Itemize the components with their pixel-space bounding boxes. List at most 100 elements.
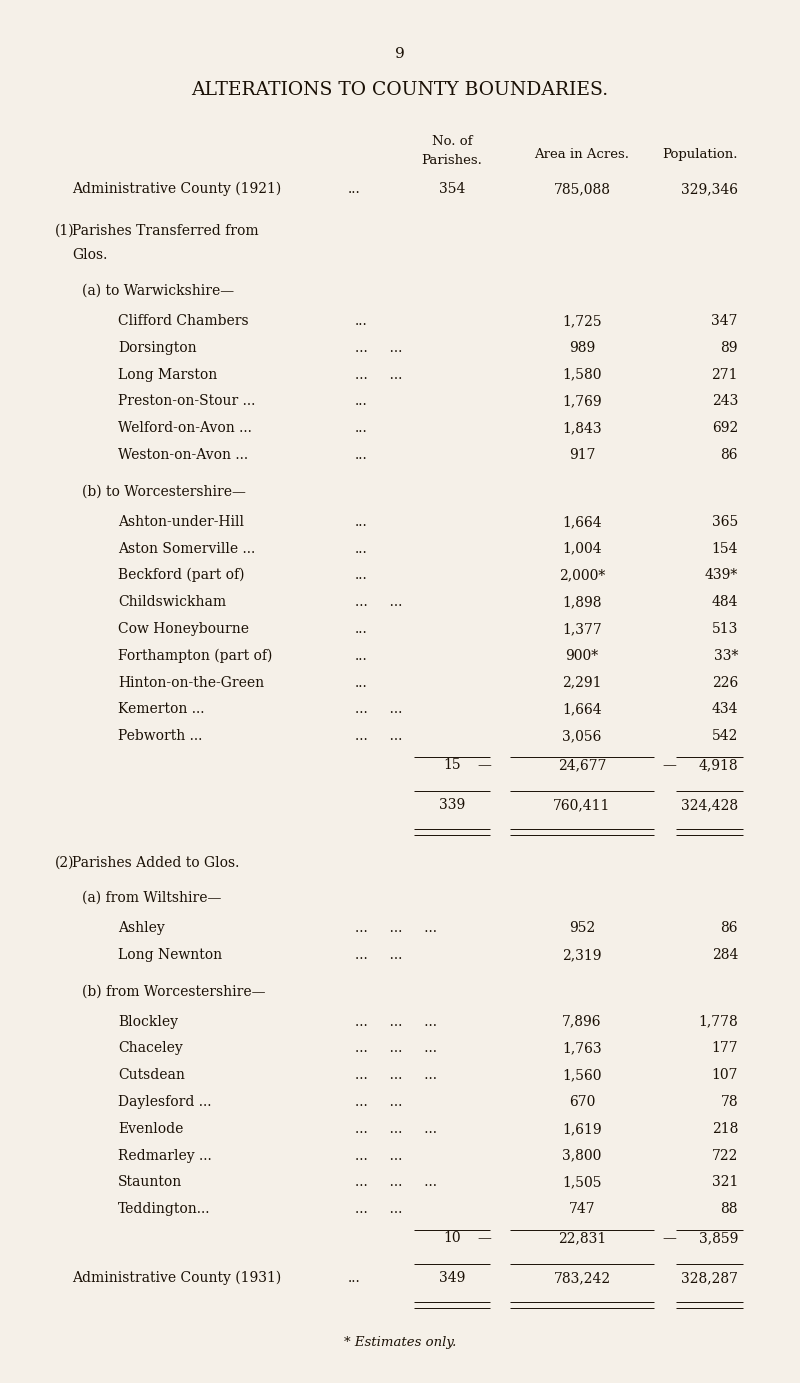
Text: Long Newnton: Long Newnton: [118, 947, 222, 961]
Text: —: —: [477, 1231, 491, 1245]
Text: * Estimates only.: * Estimates only.: [344, 1336, 456, 1348]
Text: 1,763: 1,763: [562, 1041, 602, 1055]
Text: Parishes Transferred from: Parishes Transferred from: [72, 224, 258, 238]
Text: 107: 107: [711, 1068, 738, 1083]
Text: ...     ...     ...: ... ... ...: [355, 921, 437, 935]
Text: Parishes.: Parishes.: [422, 154, 482, 167]
Text: 692: 692: [712, 422, 738, 436]
Text: ...     ...: ... ...: [355, 729, 402, 743]
Text: 328,287: 328,287: [681, 1271, 738, 1285]
Text: ...     ...     ...: ... ... ...: [355, 1041, 437, 1055]
Text: Chaceley: Chaceley: [118, 1041, 182, 1055]
Text: Evenlode: Evenlode: [118, 1122, 183, 1135]
Text: 1,004: 1,004: [562, 542, 602, 556]
Text: 484: 484: [711, 595, 738, 609]
Text: ...     ...     ...: ... ... ...: [355, 1015, 437, 1029]
Text: ...: ...: [355, 514, 368, 528]
Text: (a) from Wiltshire—: (a) from Wiltshire—: [82, 891, 222, 904]
Text: 1,778: 1,778: [698, 1015, 738, 1029]
Text: (a) to Warwickshire—: (a) to Warwickshire—: [82, 284, 234, 297]
Text: 78: 78: [720, 1095, 738, 1109]
Text: 670: 670: [569, 1095, 595, 1109]
Text: 900*: 900*: [566, 649, 598, 662]
Text: Welford-on-Avon ...: Welford-on-Avon ...: [118, 422, 252, 436]
Text: 349: 349: [439, 1271, 465, 1285]
Text: ...     ...: ... ...: [355, 1149, 402, 1163]
Text: 747: 747: [569, 1202, 595, 1216]
Text: 785,088: 785,088: [554, 183, 610, 196]
Text: (b) from Worcestershire—: (b) from Worcestershire—: [82, 985, 266, 999]
Text: ...: ...: [355, 542, 368, 556]
Text: 1,377: 1,377: [562, 622, 602, 636]
Text: 783,242: 783,242: [554, 1271, 610, 1285]
Text: 722: 722: [712, 1149, 738, 1163]
Text: 321: 321: [712, 1176, 738, 1189]
Text: Ashley: Ashley: [118, 921, 165, 935]
Text: 284: 284: [712, 947, 738, 961]
Text: Kemerton ...: Kemerton ...: [118, 703, 205, 716]
Text: Staunton: Staunton: [118, 1176, 182, 1189]
Text: 2,000*: 2,000*: [559, 568, 605, 582]
Text: Preston-on-Stour ...: Preston-on-Stour ...: [118, 394, 255, 408]
Text: 226: 226: [712, 676, 738, 690]
Text: 1,843: 1,843: [562, 422, 602, 436]
Text: 347: 347: [711, 314, 738, 328]
Text: 1,619: 1,619: [562, 1122, 602, 1135]
Text: Clifford Chambers: Clifford Chambers: [118, 314, 249, 328]
Text: 33*: 33*: [714, 649, 738, 662]
Text: 89: 89: [721, 340, 738, 355]
Text: 271: 271: [711, 368, 738, 382]
Text: 542: 542: [712, 729, 738, 743]
Text: Hinton-on-the-Green: Hinton-on-the-Green: [118, 676, 264, 690]
Text: 1,769: 1,769: [562, 394, 602, 408]
Text: 154: 154: [711, 542, 738, 556]
Text: 10: 10: [443, 1231, 461, 1245]
Text: 365: 365: [712, 514, 738, 528]
Text: 1,898: 1,898: [562, 595, 602, 609]
Text: 177: 177: [711, 1041, 738, 1055]
Text: ...     ...: ... ...: [355, 595, 402, 609]
Text: Beckford (part of): Beckford (part of): [118, 568, 245, 582]
Text: Redmarley ...: Redmarley ...: [118, 1149, 212, 1163]
Text: 1,505: 1,505: [562, 1176, 602, 1189]
Text: 243: 243: [712, 394, 738, 408]
Text: ...: ...: [355, 314, 368, 328]
Text: —: —: [662, 758, 676, 772]
Text: ...: ...: [348, 1271, 361, 1285]
Text: Dorsington: Dorsington: [118, 340, 197, 355]
Text: ...     ...: ... ...: [355, 368, 402, 382]
Text: ...     ...     ...: ... ... ...: [355, 1068, 437, 1083]
Text: —: —: [477, 758, 491, 772]
Text: ...     ...: ... ...: [355, 1202, 402, 1216]
Text: 1,560: 1,560: [562, 1068, 602, 1083]
Text: 1,725: 1,725: [562, 314, 602, 328]
Text: 989: 989: [569, 340, 595, 355]
Text: Forthampton (part of): Forthampton (part of): [118, 649, 272, 662]
Text: Pebworth ...: Pebworth ...: [118, 729, 202, 743]
Text: 917: 917: [569, 448, 595, 462]
Text: 86: 86: [721, 921, 738, 935]
Text: 22,831: 22,831: [558, 1231, 606, 1245]
Text: ...: ...: [355, 622, 368, 636]
Text: 339: 339: [439, 798, 465, 812]
Text: (b) to Worcestershire—: (b) to Worcestershire—: [82, 485, 246, 499]
Text: ...: ...: [355, 422, 368, 436]
Text: 1,580: 1,580: [562, 368, 602, 382]
Text: Area in Acres.: Area in Acres.: [534, 148, 630, 160]
Text: 3,800: 3,800: [562, 1149, 602, 1163]
Text: 88: 88: [721, 1202, 738, 1216]
Text: 1,664: 1,664: [562, 514, 602, 528]
Text: 218: 218: [712, 1122, 738, 1135]
Text: Blockley: Blockley: [118, 1015, 178, 1029]
Text: Childswickham: Childswickham: [118, 595, 226, 609]
Text: Weston-on-Avon ...: Weston-on-Avon ...: [118, 448, 248, 462]
Text: 4,918: 4,918: [698, 758, 738, 772]
Text: —: —: [662, 1231, 676, 1245]
Text: Parishes Added to Glos.: Parishes Added to Glos.: [72, 856, 239, 870]
Text: ...     ...: ... ...: [355, 340, 402, 355]
Text: Long Marston: Long Marston: [118, 368, 218, 382]
Text: 439*: 439*: [705, 568, 738, 582]
Text: 434: 434: [711, 703, 738, 716]
Text: Administrative County (1931): Administrative County (1931): [72, 1271, 282, 1285]
Text: Teddington...: Teddington...: [118, 1202, 210, 1216]
